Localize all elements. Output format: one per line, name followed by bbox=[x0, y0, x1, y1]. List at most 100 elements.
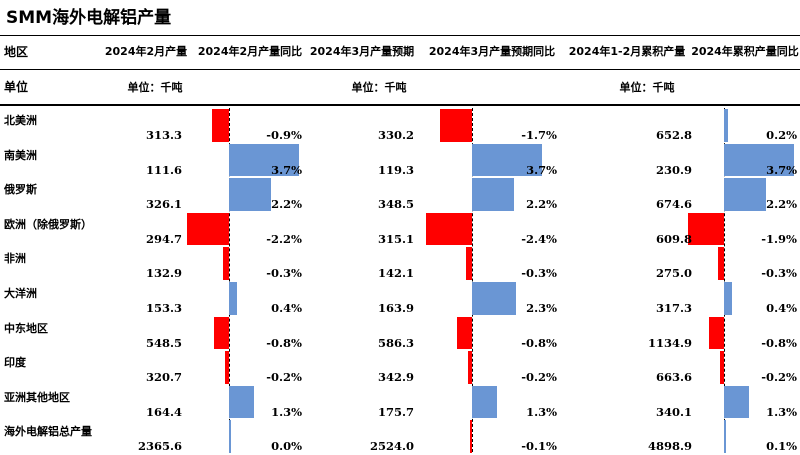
mar-yoy-bar bbox=[468, 351, 472, 384]
feb-yoy-bar bbox=[187, 212, 229, 246]
cum-value: 674.6 bbox=[655, 197, 692, 212]
mar-value: 119.3 bbox=[377, 162, 414, 177]
feb-yoy-value: 3.7% bbox=[271, 162, 302, 177]
cum-yoy-bar bbox=[724, 420, 726, 453]
header-divider bbox=[0, 69, 800, 70]
region-label: 欧洲（除俄罗斯） bbox=[4, 217, 92, 231]
mar-yoy-bar bbox=[456, 316, 472, 350]
cum-yoy-bar bbox=[724, 385, 749, 419]
mar-yoy-value: -1.7% bbox=[521, 128, 557, 142]
mar-value: 142.1 bbox=[377, 266, 414, 281]
feb-value: 132.9 bbox=[145, 266, 182, 281]
cum-zero-axis bbox=[724, 108, 725, 452]
mar-yoy-bar bbox=[472, 385, 497, 419]
cum-value: 663.6 bbox=[655, 370, 692, 385]
mar-value: 2524.0 bbox=[369, 439, 414, 454]
mar-yoy-value: -0.2% bbox=[521, 370, 557, 385]
feb-value: 326.1 bbox=[145, 197, 182, 212]
feb-value: 153.3 bbox=[145, 301, 182, 315]
cum-yoy-bar bbox=[724, 109, 728, 142]
feb-yoy-value: -0.2% bbox=[266, 370, 302, 385]
mar-yoy-value: -0.1% bbox=[521, 439, 557, 454]
region-label: 中东地区 bbox=[4, 321, 48, 335]
feb-yoy-bar bbox=[229, 420, 231, 453]
unit-divider bbox=[0, 104, 800, 106]
feb-yoy-bar bbox=[211, 109, 229, 142]
region-label: 南美洲 bbox=[4, 148, 37, 162]
mar-yoy-bar bbox=[439, 109, 472, 142]
cum-yoy-bar bbox=[720, 351, 724, 384]
feb-yoy-bar bbox=[213, 316, 229, 350]
cum-yoy-value: 1.3% bbox=[766, 404, 797, 419]
cum-yoy-value: -0.2% bbox=[761, 370, 797, 385]
cum-yoy-value: 0.4% bbox=[766, 301, 797, 315]
mar-unit-label: 单位：千吨 bbox=[351, 81, 407, 94]
feb-yoy-value: 2.2% bbox=[271, 197, 302, 212]
feb-yoy-bar bbox=[223, 247, 229, 280]
feb-yoy-bar bbox=[225, 351, 229, 384]
cum-unit-label: 单位：千吨 bbox=[619, 81, 675, 94]
feb-yoy-value: -0.9% bbox=[266, 128, 302, 142]
region-label: 俄罗斯 bbox=[4, 183, 37, 197]
cum-value: 652.8 bbox=[655, 128, 692, 142]
cum-yoy-bar bbox=[724, 282, 732, 315]
cum-value: 4898.9 bbox=[647, 439, 692, 454]
header-mar-yoy: 2024年3月产量预期同比 bbox=[428, 45, 556, 58]
feb-value: 164.4 bbox=[145, 404, 182, 419]
header-region: 地区 bbox=[4, 45, 29, 59]
region-label: 海外电解铝总产量 bbox=[4, 425, 92, 439]
cum-yoy-bar bbox=[718, 247, 724, 280]
mar-yoy-bar bbox=[472, 178, 514, 211]
mar-value: 330.2 bbox=[377, 128, 414, 142]
mar-yoy-bar bbox=[472, 143, 543, 177]
region-label: 印度 bbox=[4, 356, 26, 370]
mar-yoy-bar bbox=[426, 212, 472, 246]
cum-value: 317.3 bbox=[655, 301, 692, 315]
feb-yoy-bar bbox=[229, 178, 271, 211]
feb-yoy-value: -0.8% bbox=[266, 335, 302, 350]
feb-unit-label: 单位：千吨 bbox=[127, 81, 183, 94]
mar-yoy-bar bbox=[470, 420, 472, 453]
mar-yoy-bar bbox=[472, 282, 516, 315]
cum-yoy-bar bbox=[724, 143, 795, 177]
cum-value: 609.8 bbox=[655, 231, 692, 246]
header-janfeb-cum: 2024年1-2月累积产量 bbox=[568, 45, 686, 58]
cum-yoy-bar bbox=[724, 178, 766, 211]
unit-row-label: 单位 bbox=[4, 80, 29, 94]
cum-yoy-value: -0.3% bbox=[761, 266, 797, 281]
cum-value: 275.0 bbox=[655, 266, 692, 281]
region-label: 非洲 bbox=[4, 252, 26, 266]
feb-value: 548.5 bbox=[145, 335, 182, 350]
feb-zero-axis bbox=[229, 108, 230, 452]
cum-yoy-value: 2.2% bbox=[766, 197, 797, 212]
header-cum-yoy: 2024年累积产量同比 bbox=[691, 45, 799, 58]
feb-value: 320.7 bbox=[145, 370, 182, 385]
mar-value: 175.7 bbox=[377, 404, 414, 419]
mar-yoy-value: 3.7% bbox=[526, 162, 557, 177]
feb-yoy-bar bbox=[229, 143, 300, 177]
header-feb-yoy: 2024年2月产量同比 bbox=[197, 45, 303, 58]
region-label: 大洋洲 bbox=[4, 287, 37, 300]
cum-yoy-value: -1.9% bbox=[761, 231, 797, 246]
chart-title: SMM海外电解铝产量 bbox=[6, 8, 172, 28]
feb-value: 313.3 bbox=[145, 128, 182, 142]
mar-value: 348.5 bbox=[377, 197, 414, 212]
region-label: 北美洲 bbox=[4, 114, 37, 127]
mar-yoy-bar bbox=[466, 247, 472, 280]
feb-yoy-bar bbox=[229, 282, 237, 315]
mar-yoy-value: 2.2% bbox=[526, 197, 557, 212]
mar-yoy-value: -0.3% bbox=[521, 266, 557, 281]
mar-value: 342.9 bbox=[377, 370, 414, 385]
title-divider bbox=[0, 35, 800, 36]
cum-value: 340.1 bbox=[655, 404, 692, 419]
cum-yoy-bar bbox=[687, 212, 724, 246]
feb-value: 111.6 bbox=[145, 162, 182, 177]
feb-yoy-value: 0.0% bbox=[271, 439, 302, 454]
header-feb-output: 2024年2月产量 bbox=[104, 45, 188, 58]
cum-yoy-bar bbox=[708, 316, 724, 350]
mar-yoy-value: -2.4% bbox=[521, 231, 557, 246]
feb-yoy-value: -2.2% bbox=[266, 231, 302, 246]
region-label: 亚洲其他地区 bbox=[4, 390, 70, 404]
mar-yoy-value: 2.3% bbox=[526, 301, 557, 315]
cum-yoy-value: -0.8% bbox=[761, 335, 797, 350]
